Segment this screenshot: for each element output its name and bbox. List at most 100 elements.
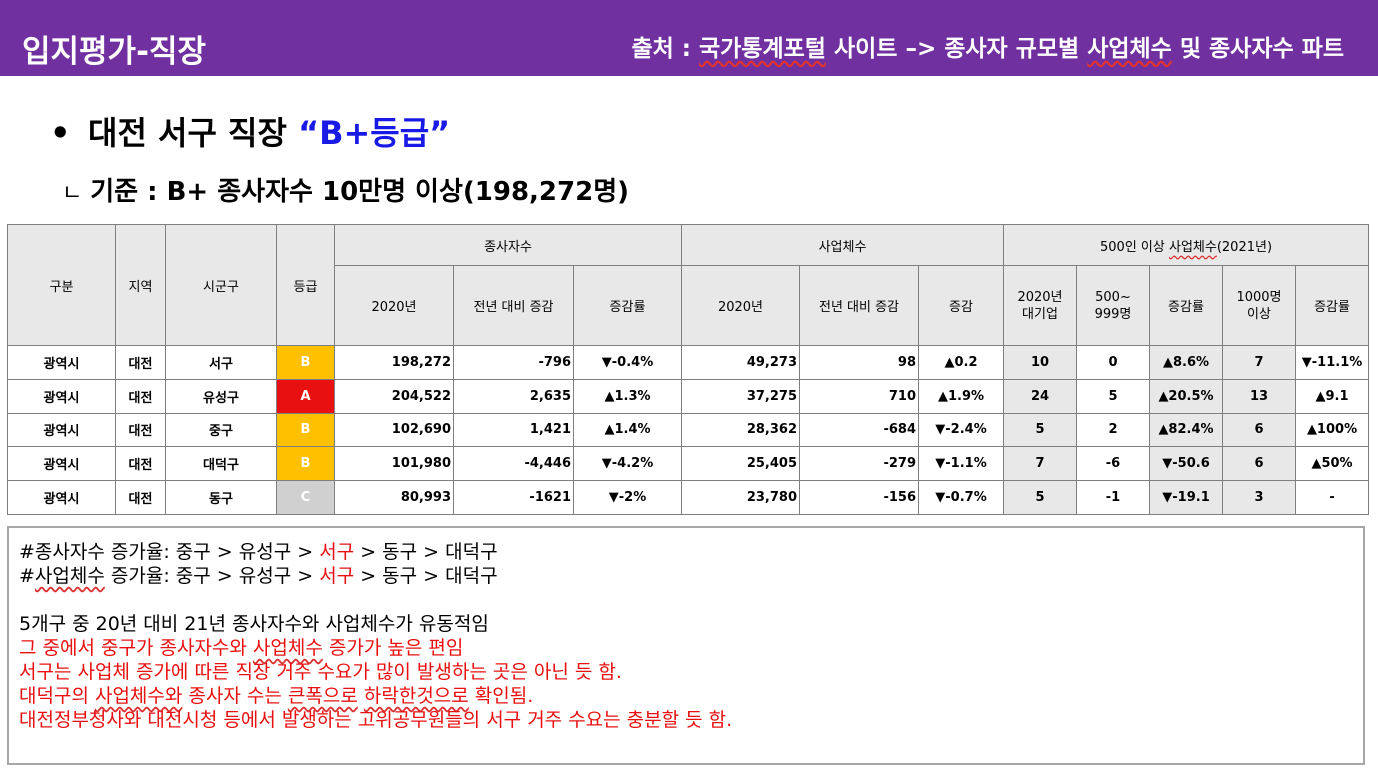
rank-employees-line: #종사자수 증가율: 중구 > 유성구 > 서구 > 동구 > 대덕구 [19, 540, 732, 564]
header-group-large: 500인 이상 사업체수(2021년) [1002, 224, 1370, 266]
header-large-2020: 2020년 대기업 [1003, 265, 1077, 346]
cell-large-rate: ▲82.4% [1149, 412, 1223, 448]
rank-label-word: 사업체수 [34, 565, 105, 587]
cell-grade: B [276, 412, 335, 448]
cell-size1000-rate: ▼-11.1% [1294, 345, 1370, 380]
cell-district: 중구 [165, 412, 277, 448]
cell-size1000: 3 [1222, 480, 1296, 515]
cell-category: 광역시 [7, 480, 116, 515]
cell-large-rate: ▼-19.1 [1149, 480, 1223, 515]
cell-size1000-rate: ▲50% [1294, 446, 1370, 482]
cell-region: 대전 [115, 480, 166, 515]
header-category: 구분 [7, 224, 116, 346]
cell-size1000: 6 [1222, 412, 1296, 448]
header-size1000-line2: 이상 [1247, 306, 1271, 322]
note-line-2-b: 사업체수 [252, 637, 323, 659]
rank-business-line: #사업체수 증가율: 중구 > 유성구 > 서구 > 동구 > 대덕구 [19, 564, 732, 588]
cell-emp-2020: 198,272 [334, 345, 454, 380]
note-line-4-b: 사업체수와 [94, 685, 183, 707]
rank-district: 대덕구 [445, 565, 498, 587]
cell-grade: B [276, 345, 335, 380]
note-line-4-d: 큰폭으로 [287, 685, 358, 707]
rank-district-highlight: 서구 [319, 565, 355, 587]
cell-size500: -1 [1076, 480, 1150, 515]
cell-size1000: 13 [1222, 378, 1296, 414]
cell-size1000: 7 [1222, 345, 1296, 380]
header-large-prefix: 500인 이상 [1100, 239, 1169, 255]
stats-table: 구분 지역 시군구 등급 종사자수 사업체수 500인 이상 사업체수(2021… [7, 224, 1370, 515]
cell-large-rate: ▼-50.6 [1149, 446, 1223, 482]
header-large-2020-line2: 대기업 [1022, 306, 1058, 322]
cell-biz-2020: 25,405 [681, 446, 800, 482]
cell-category: 광역시 [7, 412, 116, 448]
rank-district: 동구 [382, 565, 418, 587]
note-line-5: 대전정부청사와 대전시청 등에서 발생하는 고위공무원들의 서구 거주 수요는 … [19, 709, 733, 731]
rank-district: 유성구 [238, 565, 292, 587]
source-count: 사업체수 [1087, 36, 1172, 62]
cell-region: 대전 [115, 446, 166, 482]
cell-region: 대전 [115, 412, 166, 448]
source-text: 출처 : 국가통계포털 사이트 –> 종사자 규모별 사업체수 및 종사자수 파… [631, 29, 1344, 63]
cell-size1000-rate: ▲100% [1294, 412, 1370, 448]
cell-biz-change: -156 [799, 480, 919, 515]
cell-district: 동구 [165, 480, 277, 515]
cell-biz-rate: ▼-1.1% [918, 446, 1004, 482]
rank-sep: > [210, 541, 239, 563]
source-prefix: 출처 : [631, 36, 699, 62]
rank-sep: > [354, 565, 383, 587]
header-size1000-line1: 1000명 [1236, 289, 1282, 305]
rank-sep: > [210, 565, 239, 587]
table-row: 광역시 대전 대덕구 B 101,980 -4,446 ▼-4.2% 25,40… [7, 446, 1370, 482]
rank-sep: > [291, 541, 320, 563]
header-large-rate: 증감률 [1149, 265, 1223, 346]
heading-text: 대전 서구 직장 [88, 114, 299, 152]
cell-large-2020: 10 [1003, 345, 1077, 380]
cell-emp-2020: 80,993 [334, 480, 454, 515]
cell-size1000: 6 [1222, 446, 1296, 482]
cell-district: 대덕구 [165, 446, 277, 482]
header-large-suffix: (2021년) [1216, 239, 1273, 255]
note-line-2-c: 증가가 높은 편임 [322, 637, 464, 659]
note-line-3: 서구는 사업체 증가에 따른 직장 거주 수요가 많이 발생하는 곳은 아닌 듯… [19, 661, 622, 683]
cell-biz-rate: ▼-0.7% [918, 480, 1004, 515]
header-bar: 입지평가-직장 출처 : 국가통계포털 사이트 –> 종사자 규모별 사업체수 … [0, 0, 1378, 76]
notes-text: #종사자수 증가율: 중구 > 유성구 > 서구 > 동구 > 대덕구 #사업체… [19, 540, 732, 732]
rank-district: 중구 [175, 565, 211, 587]
rank-label-hash: # [19, 565, 35, 587]
header-size1000: 1000명 이상 [1222, 265, 1296, 346]
rank-label-rest: 증가율: [104, 565, 176, 587]
rank-district: 유성구 [238, 541, 292, 563]
header-group-business: 사업체수 [681, 224, 1004, 266]
bullet: • [50, 114, 71, 152]
header-emp-rate: 증감률 [573, 265, 682, 346]
note-line-4-c: 종사자 수는 [182, 685, 288, 707]
header-size1000-rate: 증감률 [1294, 265, 1370, 346]
cell-biz-2020: 23,780 [681, 480, 800, 515]
cell-category: 광역시 [7, 446, 116, 482]
cell-biz-rate: ▼-2.4% [918, 412, 1004, 448]
cell-biz-rate: ▲0.2 [918, 345, 1004, 380]
cell-region: 대전 [115, 378, 166, 414]
header-biz-change: 증감 [918, 265, 1004, 346]
note-line-2: 그 중에서 중구가 종사자수와 사업체수 증가가 높은 편임 [19, 636, 732, 660]
cell-large-2020: 7 [1003, 446, 1077, 482]
header-district: 시군구 [165, 224, 277, 346]
rank-district-highlight: 서구 [319, 541, 355, 563]
cell-grade: C [276, 480, 335, 515]
criteria-text: 기준 : B+ 종사자수 10만명 이상(198,272명) [90, 177, 629, 207]
cell-large-2020: 5 [1003, 480, 1077, 515]
header-biz-2020: 2020년 [681, 265, 800, 346]
heading-grade: “B+등급” [298, 114, 451, 152]
table-row: 광역시 대전 서구 B 198,272 -796 ▼-0.4% 49,273 9… [7, 345, 1370, 380]
cell-biz-change: -279 [799, 446, 919, 482]
cell-district: 서구 [165, 345, 277, 380]
note-line-1: 5개구 중 20년 대비 21년 종사자수와 사업체수가 유동적임 [19, 613, 489, 635]
source-mid: 사이트 –> 종사자 규모별 [825, 36, 1088, 62]
note-line-4-g: 확인됨. [468, 685, 534, 707]
cell-size1000-rate: - [1294, 480, 1370, 515]
rank-sep: > [354, 541, 383, 563]
cell-size500: 5 [1076, 378, 1150, 414]
cell-emp-2020: 101,980 [334, 446, 454, 482]
header-emp-yoy: 전년 대비 증감 [453, 265, 574, 346]
rank-district: 중구 [175, 541, 211, 563]
